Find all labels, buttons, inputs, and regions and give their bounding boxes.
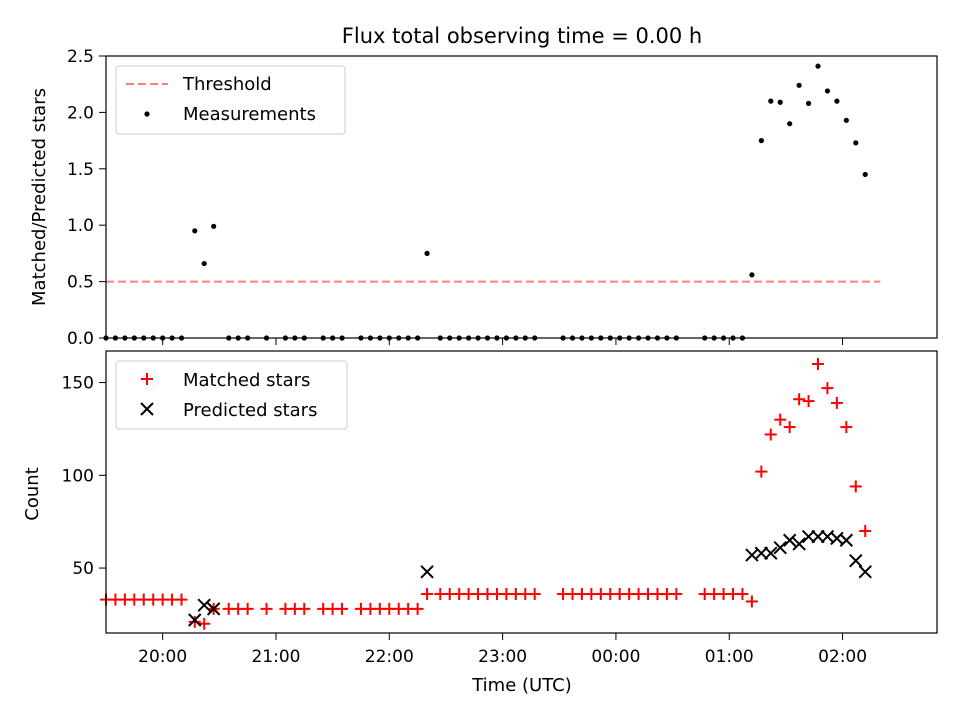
measurement-point [749,272,755,278]
measurement-point [843,117,849,123]
matched-star-point [783,421,796,434]
x-tick-label: 23:00 [478,647,527,667]
bottom-x-axis: 20:00 21:00 22:00 23:00 00:00 01:00 02:00 [138,633,867,667]
measurement-point [815,63,821,69]
matched-star-point [774,413,787,426]
top-y-tick-label: 1.5 [67,160,94,180]
predicted-star-point [206,602,221,616]
top-chart-title: Flux total observing time = 0.00 h [342,24,702,48]
matched-star-point [793,393,806,406]
matched-star-point [241,602,254,615]
measurement-point [777,99,783,105]
measurement-point [805,100,812,106]
bottom-y-tick-label: 50 [72,559,94,579]
matched-star-point [849,480,862,493]
predicted-star-point [782,533,797,547]
matched-star-point [745,595,758,608]
matched-star-point [802,395,815,408]
top-y-tick-label: 0.5 [67,273,94,293]
measurement-point [862,171,868,178]
predicted-star-point [839,533,854,547]
predicted-star-point [188,613,202,627]
x-tick-label: 20:00 [138,647,187,667]
top-y-tick-label: 2.5 [67,47,94,67]
legend-measurements-label: Measurements [183,104,316,125]
bottom-y-axis: 50 100 150 [62,374,106,579]
top-legend: Threshold Measurements [115,65,346,135]
x-tick-label: 01:00 [705,647,754,667]
matched-star-point [336,602,349,615]
predicted-star-point [197,598,211,612]
predicted-star-point [858,565,872,579]
predicted-star-point [792,537,806,551]
matched-star-point [755,465,768,478]
measurement-point [211,223,217,229]
matched-star-point [830,396,843,409]
bottom-legend-box [115,360,348,430]
predicted-star-point [849,553,863,568]
legend-predicted-label: Predicted stars [183,400,317,421]
predicted-star-point [811,529,825,544]
matched-star-point [175,593,188,606]
legend-predicted-marker [140,402,154,416]
x-tick-label: 22:00 [365,647,414,667]
top-legend-box [115,65,346,135]
legend-matched-label: Matched stars [183,370,310,391]
matched-star-point [670,588,683,601]
top-y-tick-label: 1.0 [67,216,94,236]
bottom-y-tick-label: 150 [62,374,94,394]
measurement-point [201,260,207,267]
measurement-point [758,138,764,144]
predicted-star-point [420,565,434,579]
measurement-point [824,88,831,94]
matched-star-point [840,421,853,434]
matched-star-point [736,588,749,601]
top-y-tick-label: 0.0 [67,329,94,349]
measurement-point [834,98,840,104]
top-x-ticks [162,338,844,345]
measurement-point [796,82,802,88]
matched-star-point [764,428,777,441]
matched-star-point [421,588,434,601]
legend-matched-marker [141,373,153,385]
x-axis-label: Time (UTC) [471,675,572,696]
top-y-axis: 0.0 0.5 1.0 1.5 2.0 2.5 [67,47,106,349]
measurement-point [424,250,430,256]
measurement-point [853,140,859,146]
measurement-point [192,228,198,234]
top-y-axis-label: Matched/Predicted stars [29,88,50,306]
matched-star-point [260,602,273,615]
matched-star-point [528,588,541,601]
matched-star-point [298,602,311,615]
matched-star-point [821,382,834,395]
matched-star-point [188,615,201,628]
top-axes-frame [105,55,938,339]
predicted-star-point [754,546,769,560]
predicted-star-point [773,540,787,555]
legend-threshold-label: Threshold [182,74,272,95]
top-y-tick-label: 2.0 [67,103,94,123]
bottom-plot-area [100,357,872,630]
x-tick-label: 02:00 [818,647,867,667]
x-tick-label: 21:00 [251,647,300,667]
measurement-point [768,98,774,104]
bottom-y-tick-label: 100 [62,466,94,486]
x-tick-label: 00:00 [591,647,640,667]
matched-star-point [198,617,211,630]
matched-star-point [859,524,872,537]
matched-star-point [411,602,424,615]
predicted-star-point [764,546,778,560]
bottom-legend: Matched stars Predicted stars [115,360,348,430]
matched-star-point [812,357,825,370]
legend-measurements-marker [144,111,150,117]
measurement-point [787,121,793,127]
predicted-star-point [801,529,816,544]
bottom-axes-frame [105,350,938,634]
bottom-y-axis-label: Count [22,467,43,520]
